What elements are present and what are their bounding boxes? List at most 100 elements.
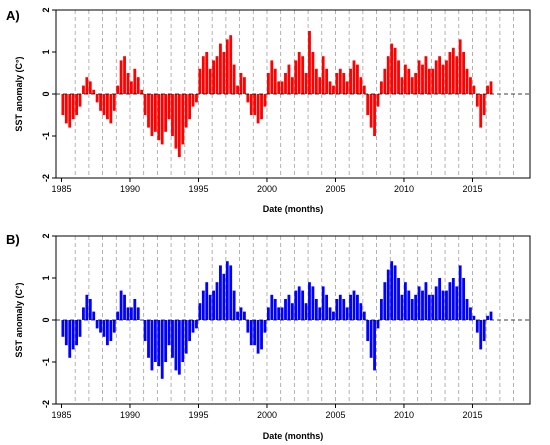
panel-b-bar (195, 320, 198, 329)
panel-a-y-tick-label: 1 (41, 49, 51, 54)
panel-a-bar (424, 56, 428, 94)
panel-a-bar (75, 94, 79, 115)
panel-b-bar (253, 320, 257, 346)
panel-b-x-tick-label: 2005 (325, 410, 345, 420)
panel-b-y-tick-label: -1 (41, 358, 51, 366)
panel-a-y-axis: -2 -1 0 1 2 (41, 7, 56, 182)
panel-a-bar (123, 56, 126, 94)
panel-b-bar (129, 307, 133, 320)
panel-a-bar (208, 68, 212, 94)
panel-b-bar (332, 311, 335, 320)
panel-a-bar (489, 81, 493, 94)
panel-b-bar (71, 320, 75, 350)
panel-a-bar (150, 94, 154, 136)
panel-b-y-axis-title: SST anomaly (C°) (14, 282, 24, 357)
panel-b-bar (99, 320, 102, 333)
panel-b-bar (338, 294, 342, 320)
panel-a-bar (294, 60, 298, 94)
panel-b-bar (68, 320, 72, 358)
panel-a-bar (373, 94, 376, 136)
panel-a-bar (469, 77, 472, 94)
panel-b-y-tick-label: -2 (41, 400, 51, 408)
panel-a-bar (195, 94, 198, 103)
panel-a-bar (349, 68, 352, 94)
panel-a-bar (290, 77, 294, 94)
panel-b-bar (215, 282, 219, 320)
panel-b-x-tick-label: 2010 (394, 410, 414, 420)
panel-b-bar (205, 282, 209, 320)
panel-b-bar (434, 286, 438, 320)
panel-b-bar (260, 320, 263, 350)
panel-b-y-tick-label: 0 (41, 317, 51, 322)
panel-b-bar (201, 290, 205, 320)
panel-a-x-tick-label: 1985 (51, 184, 71, 194)
panel-a-bar (386, 56, 390, 94)
panel-a-bar (242, 77, 246, 94)
panel-a-bar (184, 94, 188, 128)
panel-b-bar (246, 320, 250, 333)
panel-b-x-tick-label: 1990 (120, 410, 140, 420)
panel-a-bar (266, 73, 270, 94)
panel-b-bar (123, 294, 126, 320)
panel-a-x-axis: 1985 1990 1995 2000 2005 2010 2015 (51, 178, 482, 194)
panel-b-bar (486, 315, 489, 320)
panel-b-bar (301, 290, 305, 320)
panel-a-bar (236, 85, 239, 94)
panel-b-bar (225, 261, 229, 320)
panel-a-bar (143, 94, 147, 115)
panel-b-bar (328, 307, 332, 320)
panel-b-bar (362, 311, 366, 320)
panel-b-bar (472, 315, 476, 320)
panel-b-bar (290, 303, 294, 320)
panel-a-bar (462, 52, 466, 94)
panel-a-bar (448, 52, 452, 94)
panel-a-bar (308, 31, 311, 94)
panel-a-bar (451, 47, 455, 94)
panel-a-bar (136, 77, 140, 94)
panel-b-bar (222, 273, 226, 320)
panel-a-bar (280, 81, 284, 94)
panel-a-bar (201, 56, 205, 94)
panel-b-bar (397, 278, 400, 320)
panel-a-bar (85, 77, 89, 94)
panel-a-bar (403, 64, 407, 94)
panel-b-bar (78, 320, 82, 337)
panel-a-bar (332, 85, 335, 94)
panel-a-bar (277, 81, 281, 94)
panel-b-bar (126, 307, 130, 320)
panel-b-bar (157, 320, 161, 367)
panel-b-y-tick-label: 2 (41, 233, 51, 238)
panel-b-bar (410, 299, 414, 320)
panel-b-bar (356, 294, 359, 320)
panel-b-bar (177, 320, 181, 375)
panel-b-bar (112, 320, 116, 333)
panel-b-x-tick-label: 2000 (257, 410, 277, 420)
panel-a-bar (410, 77, 414, 94)
panel-b-bar (469, 307, 472, 320)
panel-b-bar (427, 294, 431, 320)
panel-b-bar (325, 294, 329, 320)
panel-b-bar (198, 303, 202, 320)
panel-b-bar (297, 286, 301, 320)
panel-a-bar (417, 60, 421, 94)
panel-a-bar (239, 73, 243, 94)
panel-b-bar (208, 294, 212, 320)
panel-a-bar (147, 94, 150, 128)
panel-b-bar (304, 303, 308, 320)
panel-a-bar (164, 94, 168, 132)
panel-a-bar (458, 39, 462, 94)
panel-a-bar (205, 52, 209, 94)
panel-b-bar (451, 278, 455, 320)
panel-b-bar (424, 282, 428, 320)
panel-a-bar (393, 47, 397, 94)
panel-a-bar (445, 60, 448, 94)
panel-a-bar (475, 94, 479, 107)
panel-a-bar (335, 73, 339, 94)
panel-a-bar (321, 56, 325, 94)
panel-a-bar (106, 94, 109, 120)
panel-b-bar (479, 320, 483, 350)
panel-b-bar (407, 290, 411, 320)
panel-b-bar (136, 307, 140, 320)
panel-a-bar (260, 94, 263, 120)
panel-a-bar (338, 68, 342, 94)
